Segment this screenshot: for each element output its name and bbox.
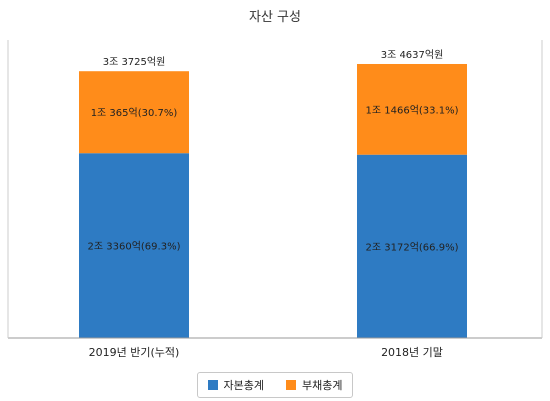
data-label-liabilities-1: 1조 1466억(33.1%) bbox=[366, 104, 459, 116]
legend-swatch-liabilities bbox=[286, 380, 296, 390]
legend-box: 자본총계 부채총계 bbox=[196, 372, 354, 398]
data-label-liabilities-0: 1조 365억(30.7%) bbox=[91, 107, 178, 119]
legend-swatch-equity bbox=[207, 380, 218, 390]
bar-equity-0 bbox=[79, 153, 189, 338]
legend-label-equity: 자본총계 bbox=[223, 379, 264, 392]
legend-item-liabilities[interactable]: 부채총계 bbox=[286, 377, 342, 393]
x-tick-label-1: 2018년 기말 bbox=[381, 346, 443, 359]
legend-item-equity[interactable]: 자본총계 bbox=[207, 377, 264, 393]
chart-title: 자산 구성 bbox=[249, 10, 301, 25]
bar-equity-1 bbox=[357, 154, 467, 338]
legend-label-liabilities: 부채총계 bbox=[302, 379, 343, 392]
legend: 자본총계 부채총계 bbox=[0, 372, 550, 398]
data-label-equity-0: 2조 3360억(69.3%) bbox=[88, 241, 181, 253]
data-label-equity-1: 2조 3172억(66.9%) bbox=[366, 241, 459, 253]
x-tick-label-0: 2019년 반기(누적) bbox=[89, 346, 180, 359]
total-label-0: 3조 3725억원 bbox=[103, 56, 166, 68]
total-label-1: 3조 4637억원 bbox=[381, 49, 444, 61]
bar-liabilities-1 bbox=[357, 63, 467, 155]
bar-liabilities-0 bbox=[79, 71, 189, 154]
